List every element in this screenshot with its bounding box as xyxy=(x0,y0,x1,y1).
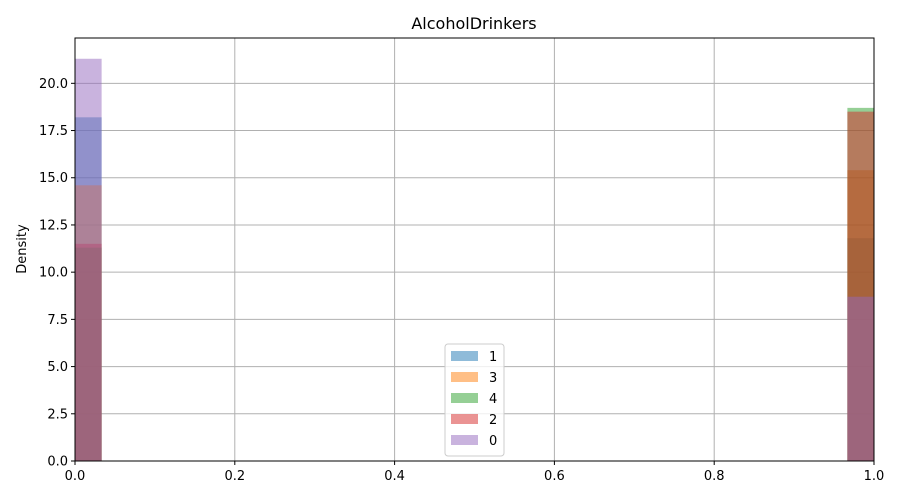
y-tick-label: 10.0 xyxy=(39,266,68,281)
y-tick-label: 5.0 xyxy=(47,360,68,375)
legend-label-4: 4 xyxy=(489,392,497,407)
x-tick-label: 0.2 xyxy=(224,469,245,484)
y-tick-label: 15.0 xyxy=(39,171,68,186)
x-tick-label: 0.4 xyxy=(384,469,405,484)
legend-swatch-1 xyxy=(451,351,478,361)
y-axis-label: Density xyxy=(15,224,30,274)
y-tick-label: 20.0 xyxy=(39,77,68,92)
bar-series-0-bin-1 xyxy=(847,296,874,461)
legend-label-2: 2 xyxy=(489,413,497,428)
x-tick-label: 1.0 xyxy=(864,469,885,484)
plot-frame xyxy=(74,37,875,462)
x-tick-label: 0.0 xyxy=(65,469,86,484)
x-tick-label: 0.8 xyxy=(704,469,725,484)
y-tick-label: 0.0 xyxy=(47,455,68,470)
y-tick-label: 17.5 xyxy=(39,124,68,139)
y-axis: 0.0 2.5 5.0 7.5 10.0 12.5 15.0 17.5 20.0 xyxy=(39,77,75,470)
legend-label-0: 0 xyxy=(489,434,497,449)
y-tick-label: 12.5 xyxy=(39,218,68,233)
legend: 1 3 4 2 0 xyxy=(444,343,505,457)
y-tick-label: 7.5 xyxy=(47,313,68,328)
y-tick-label: 2.5 xyxy=(47,407,68,422)
legend-swatch-2 xyxy=(451,414,478,424)
legend-swatch-3 xyxy=(451,372,478,382)
x-axis: 0.0 0.2 0.4 0.6 0.8 1.0 xyxy=(65,461,885,484)
x-tick-label: 0.6 xyxy=(544,469,565,484)
legend-swatch-0 xyxy=(451,435,478,445)
legend-label-1: 1 xyxy=(489,350,497,365)
chart-title: AlcoholDrinkers xyxy=(411,14,536,33)
legend-swatch-4 xyxy=(451,393,478,403)
bars-group xyxy=(75,58,874,462)
legend-label-3: 3 xyxy=(489,371,497,386)
bar-series-0-bin-0 xyxy=(75,58,102,462)
